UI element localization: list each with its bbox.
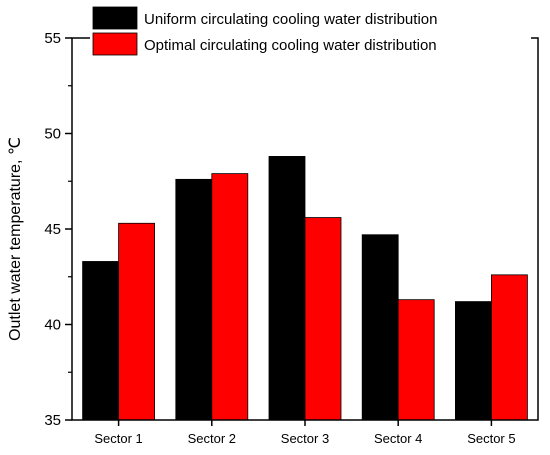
y-tick-label: 40 xyxy=(44,317,61,334)
y-tick-label: 55 xyxy=(44,30,61,47)
legend-label-uniform: Uniform circulating cooling water distri… xyxy=(144,11,437,28)
x-axis: Sector 1 Sector 2 Sector 3 Sector 4 Sector 5 xyxy=(94,420,516,446)
y-axis-title: Outlet water temperature, ℃ xyxy=(7,137,24,341)
bars-group xyxy=(82,156,528,421)
y-tick-label: 35 xyxy=(44,412,61,429)
y-tick-label: 50 xyxy=(44,126,61,143)
x-tick-label: Sector 3 xyxy=(281,431,329,446)
legend-swatch-optimal xyxy=(92,32,138,56)
x-tick-label: Sector 2 xyxy=(188,431,236,446)
legend-label-optimal: Optimal circulating cooling water distri… xyxy=(144,37,437,54)
bar-optimal-3 xyxy=(304,217,342,421)
bar-uniform-3 xyxy=(268,156,306,421)
bar-optimal-5 xyxy=(490,274,528,421)
bar-optimal-2 xyxy=(211,173,249,421)
x-tick-label: Sector 5 xyxy=(467,431,515,446)
bar-optimal-4 xyxy=(397,299,435,421)
bar-uniform-4 xyxy=(361,234,399,421)
x-tick-label: Sector 1 xyxy=(94,431,142,446)
legend-swatch-uniform xyxy=(92,6,138,30)
legend: Uniform circulating cooling water distri… xyxy=(90,4,531,60)
bar-optimal-1 xyxy=(118,222,155,421)
y-axis: 35 40 45 50 55 xyxy=(44,30,72,429)
bar-uniform-2 xyxy=(175,178,213,421)
bar-uniform-5 xyxy=(454,301,492,421)
legend-background xyxy=(90,4,531,60)
bar-uniform-1 xyxy=(82,261,119,421)
x-tick-label: Sector 4 xyxy=(374,431,422,446)
y-tick-label: 45 xyxy=(44,221,61,238)
